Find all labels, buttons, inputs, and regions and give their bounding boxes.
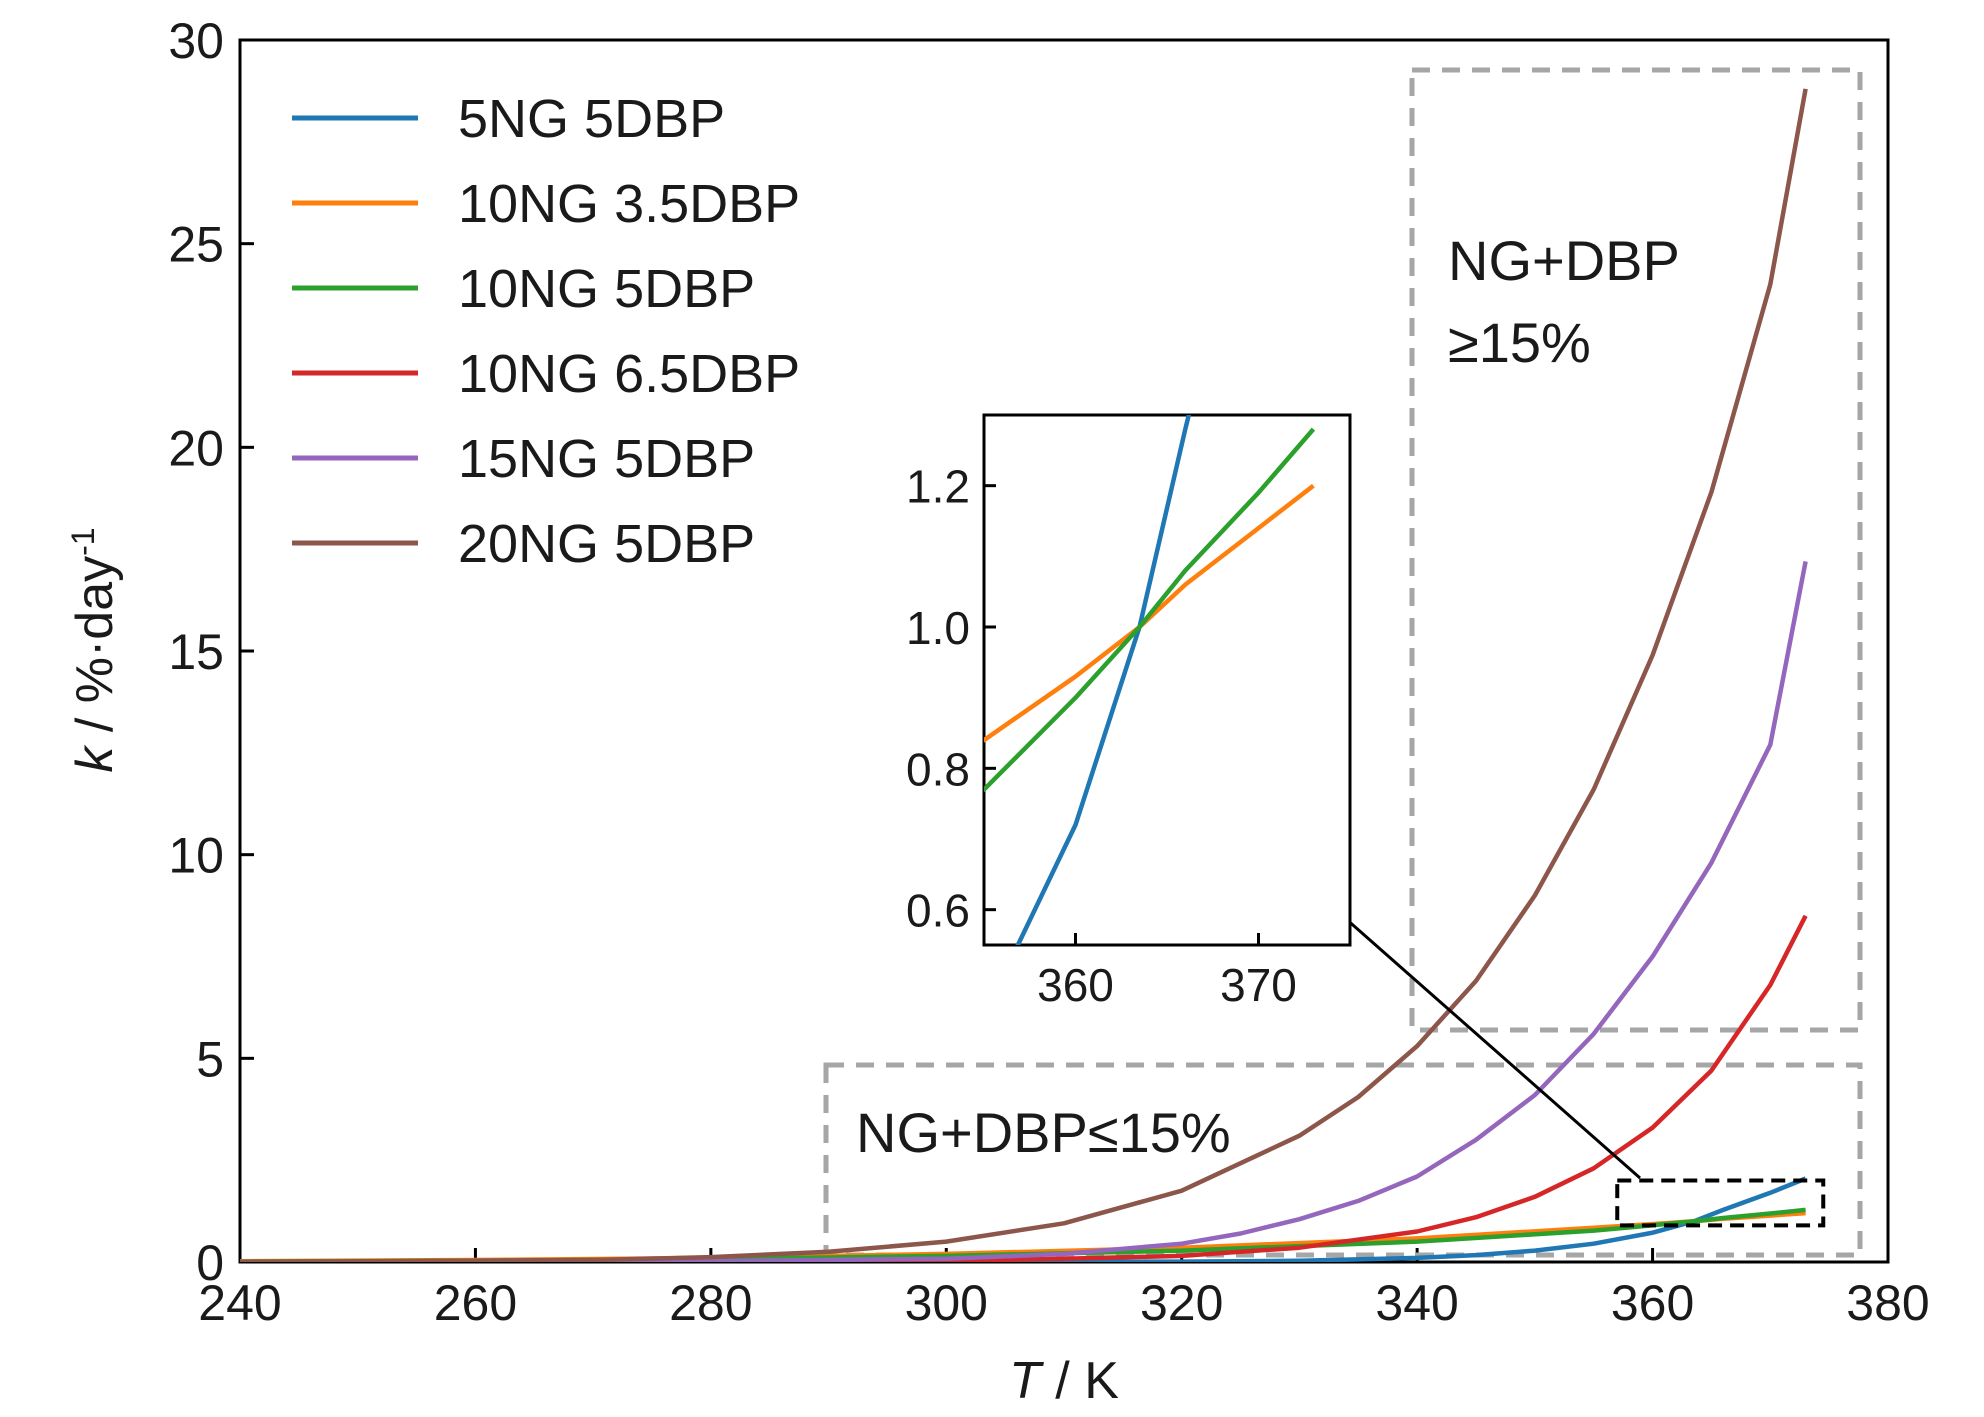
- inset-series-group: [984, 415, 1316, 945]
- x-axis-ticks: 240 260 280 300 320 340 360 380: [198, 1248, 1930, 1331]
- x-tick-label: 360: [1611, 1275, 1694, 1331]
- series-line-4: [240, 914, 1808, 1262]
- annotation-box-high: [1409, 67, 1863, 1033]
- y-axis-title: k / %·day-1: [65, 527, 124, 772]
- inset-chart: 360 370 0.6 0.8 1.0 1.2: [906, 413, 1352, 1011]
- y-axis-ticks: 0 5 10 15 20 25 30: [168, 13, 254, 1291]
- legend-label-6: 20NG 5DBP: [458, 514, 755, 574]
- legend-label-4: 10NG 6.5DBP: [458, 344, 800, 404]
- series-group: [240, 88, 1808, 1262]
- x-axis-var: T: [1009, 1352, 1044, 1410]
- annotation-high-line1: NG+DBP: [1448, 229, 1680, 292]
- inset-y-tick-label: 1.0: [906, 602, 970, 654]
- legend-label-1: 5NG 5DBP: [458, 89, 725, 149]
- inset-y-tick-label: 1.2: [906, 461, 970, 513]
- x-tick-label: 280: [669, 1275, 752, 1331]
- inset-x-tick-label: 360: [1037, 959, 1114, 1011]
- inset-plot-area: [982, 413, 1352, 947]
- y-tick-label: 10: [168, 828, 224, 884]
- x-tick-label: 380: [1846, 1275, 1929, 1331]
- legend-label-5: 15NG 5DBP: [458, 429, 755, 489]
- x-axis-unit: / K: [1041, 1352, 1119, 1410]
- inset-y-tick-label: 0.8: [906, 743, 970, 795]
- x-tick-label: 300: [905, 1275, 988, 1331]
- y-tick-label: 15: [168, 624, 224, 680]
- annotation-high-line2: ≥15%: [1448, 311, 1591, 374]
- y-axis-var: k: [66, 744, 124, 773]
- inset-x-tick-label: 370: [1220, 959, 1297, 1011]
- annotation-box-low: [823, 1062, 1863, 1258]
- inset-y-axis-ticks: 0.6 0.8 1.0 1.2: [906, 461, 996, 937]
- x-axis-title: T / K: [1009, 1352, 1119, 1410]
- inset-y-tick-label: 0.6: [906, 885, 970, 937]
- y-tick-label: 0: [196, 1235, 224, 1291]
- inset-series-line-1: [1015, 415, 1192, 945]
- y-tick-label: 5: [196, 1031, 224, 1087]
- y-tick-label: 20: [168, 420, 224, 476]
- zoom-region-box: [1615, 1178, 1826, 1228]
- y-axis-unit: / %·day: [66, 556, 124, 747]
- x-tick-label: 240: [198, 1275, 281, 1331]
- y-axis-superscript: -1: [65, 527, 101, 555]
- inset-series-line-2: [984, 483, 1315, 743]
- legend-label-3: 10NG 5DBP: [458, 259, 755, 319]
- series-line-5: [240, 560, 1808, 1262]
- legend: 5NG 5DBP 10NG 3.5DBP 10NG 5DBP 10NG 6.5DBP 1…: [292, 89, 800, 574]
- legend-label-2: 10NG 3.5DBP: [458, 174, 800, 234]
- x-tick-label: 340: [1375, 1275, 1458, 1331]
- inset-x-axis-ticks: 360 370: [1037, 933, 1297, 1011]
- y-tick-label: 25: [168, 217, 224, 273]
- annotation-low: NG+DBP≤15%: [856, 1101, 1231, 1164]
- series-line-6: [240, 88, 1808, 1262]
- y-tick-label: 30: [168, 13, 224, 69]
- inset-series-line-3: [984, 427, 1316, 793]
- x-tick-label: 320: [1140, 1275, 1223, 1331]
- x-tick-label: 260: [434, 1275, 517, 1331]
